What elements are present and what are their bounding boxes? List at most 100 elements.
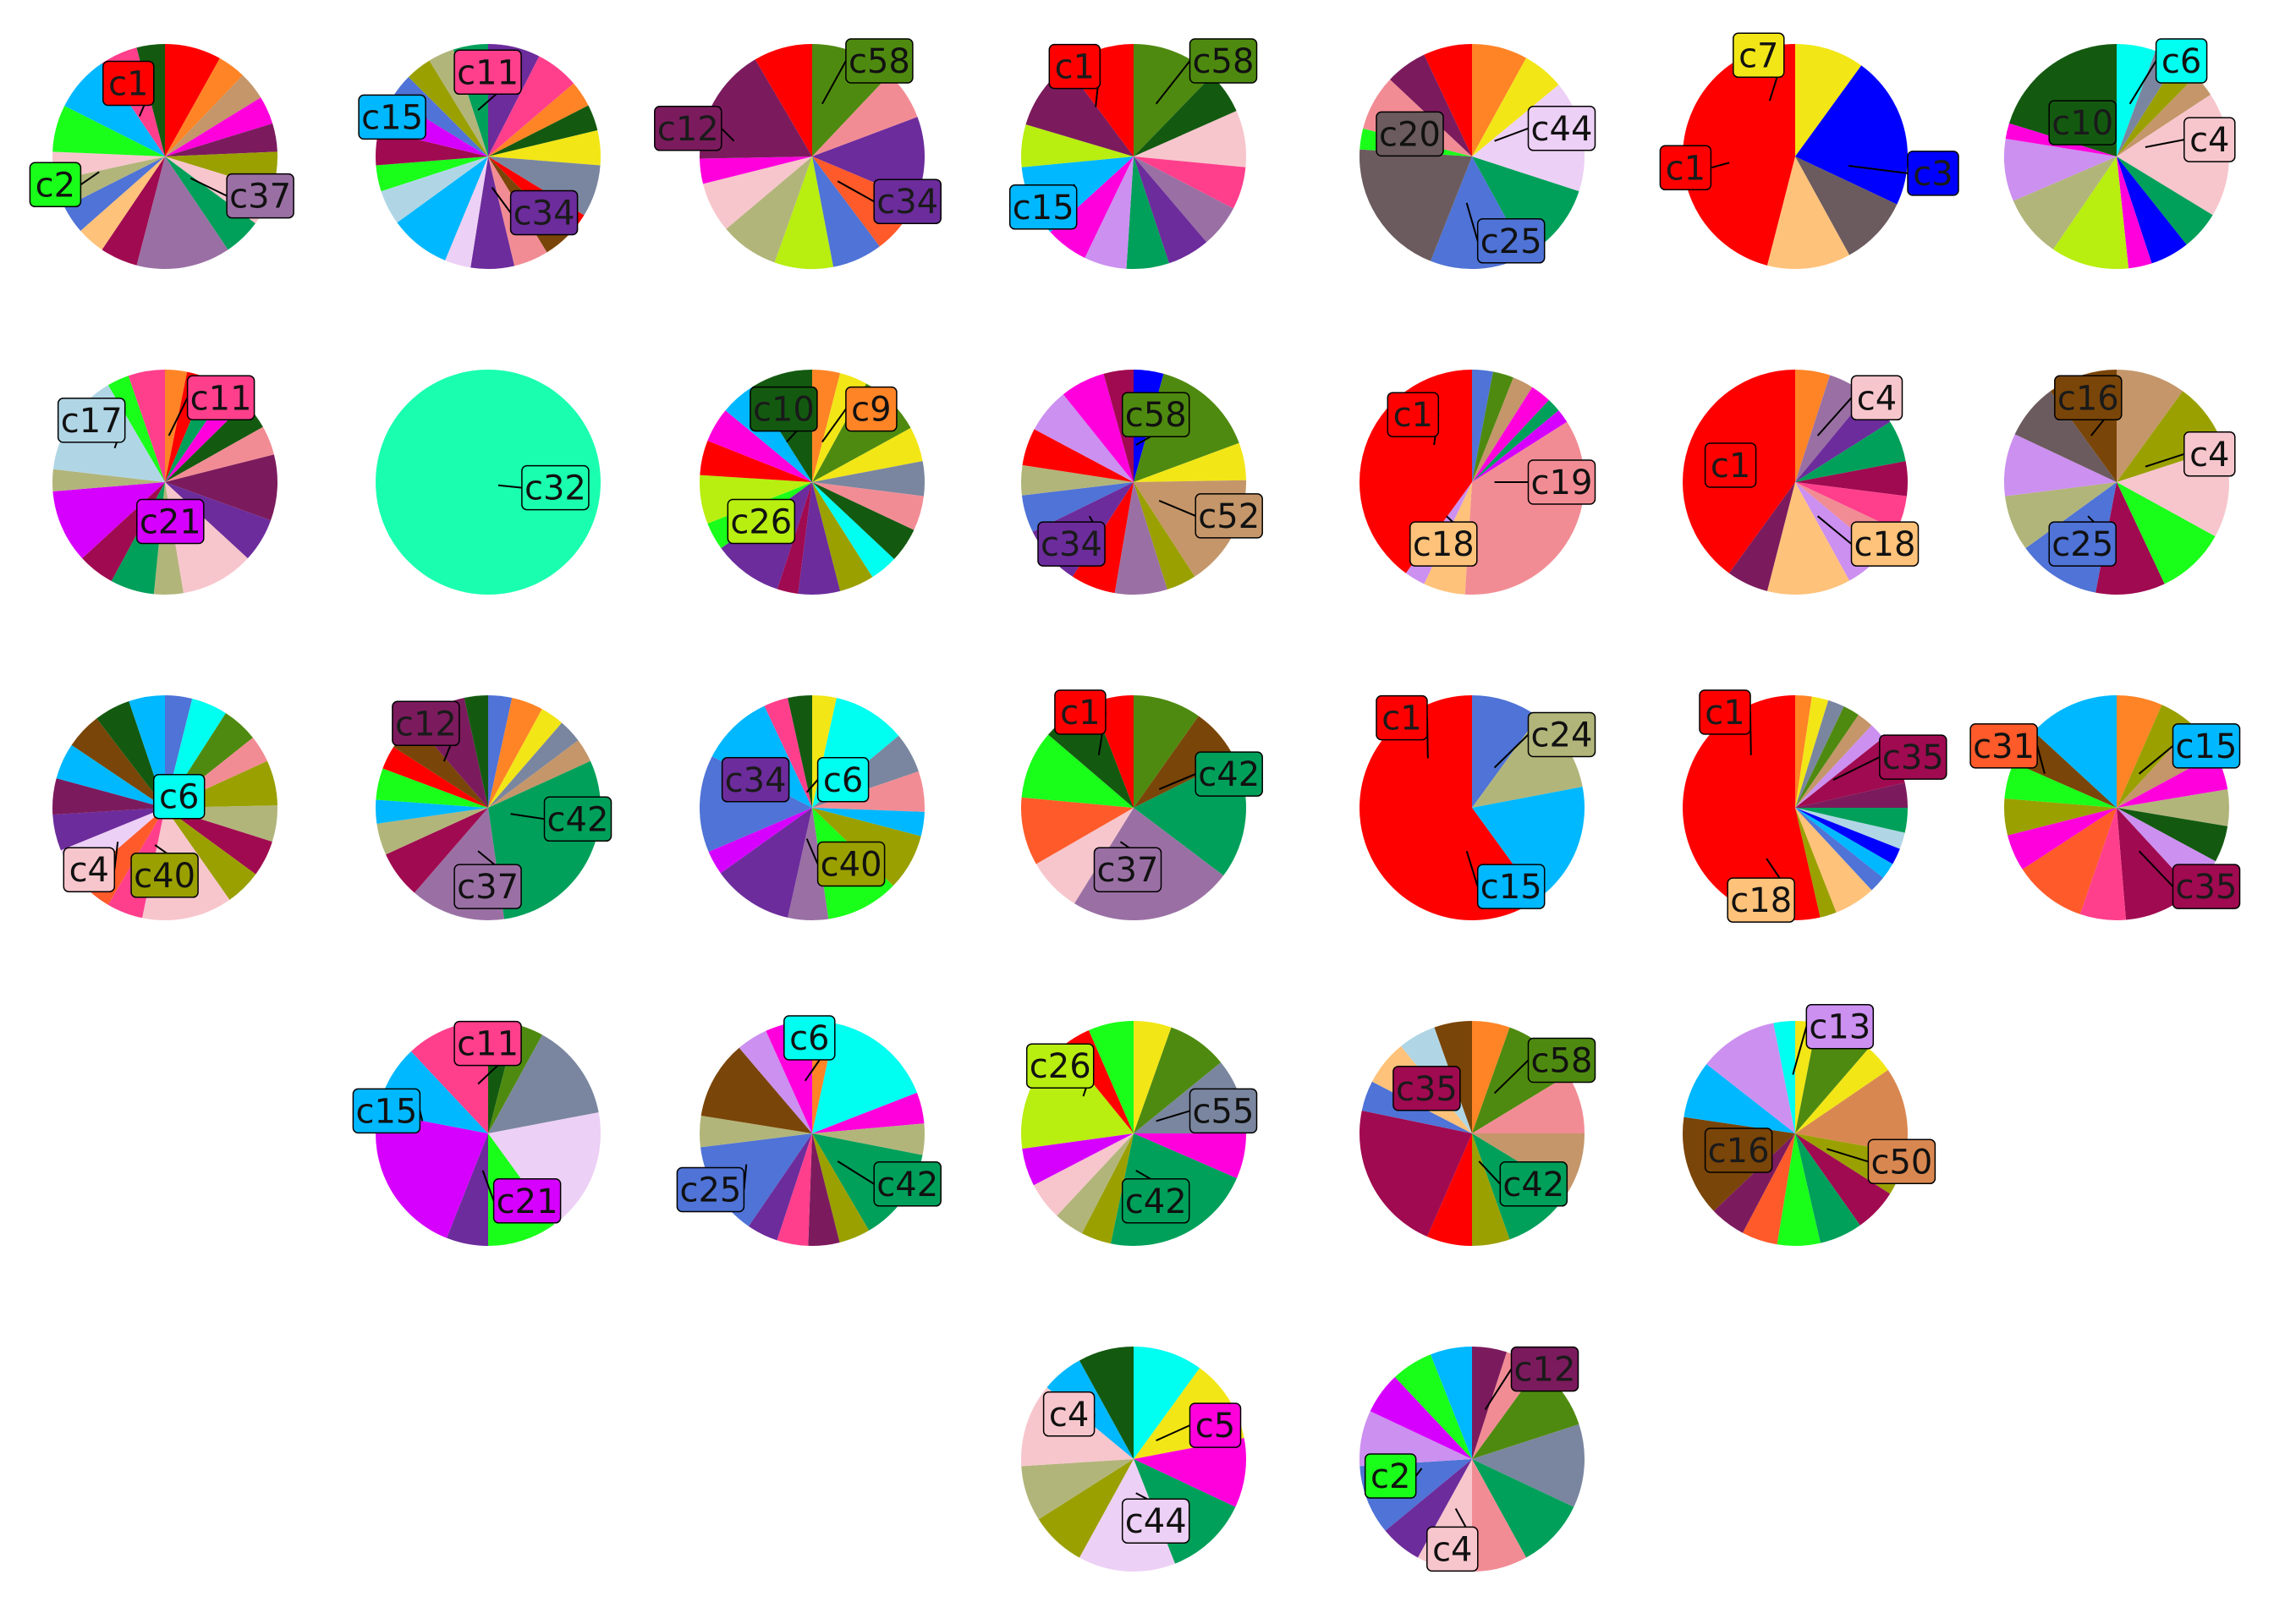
pie-slice-c9 — [488, 83, 589, 156]
label-box — [727, 498, 796, 545]
pie-slice-c1 — [1427, 1133, 1472, 1246]
slice-label-c42: c42 — [547, 800, 609, 839]
pie-slice-c24 — [429, 49, 488, 157]
label-box — [1699, 689, 1751, 735]
label-box — [1054, 689, 1107, 735]
pie-slice-c58 — [1134, 695, 1199, 808]
label-leader-line — [2128, 60, 2157, 105]
slice-label-c34: c34 — [876, 183, 938, 222]
pie-slice-c10 — [1134, 75, 1237, 156]
slice-label-c1: c1 — [1381, 700, 1421, 738]
pie-slice-c34 — [748, 1133, 812, 1241]
pie-slice-c7 — [1134, 1021, 1172, 1133]
label-box — [186, 375, 255, 421]
pie-slice-c34 — [720, 808, 812, 918]
pie-slice-c16 — [71, 718, 165, 808]
pie-slice-c25 — [488, 695, 513, 808]
pie-slice-c37 — [788, 808, 829, 920]
pie-slice-c7 — [1795, 696, 1829, 808]
slice-label-c40: c40 — [821, 846, 882, 885]
label-box — [816, 757, 870, 803]
pie-slice-c21 — [1472, 410, 1568, 482]
slice-label-c6: c6 — [789, 1019, 829, 1058]
label-box — [226, 173, 294, 219]
slice-label-c16: c16 — [2057, 379, 2119, 418]
pie-slice-c15 — [1431, 1347, 1472, 1459]
pie-slice-c31 — [1021, 797, 1134, 864]
pie-slice-c31 — [2022, 808, 2117, 914]
pie-slice-c17 — [1795, 808, 1905, 849]
pie-slice-c40 — [2003, 798, 2117, 836]
slice-label-c11: c11 — [457, 1025, 519, 1064]
pie-slice-c2 — [376, 768, 488, 808]
pie-slice-c10 — [788, 695, 812, 808]
pie-slice-c7 — [488, 709, 563, 808]
pie-slice-c24 — [2005, 482, 2117, 549]
label-box — [453, 1020, 522, 1067]
slice-label-c4: c4 — [1432, 1530, 1472, 1569]
slice-label-c42: c42 — [1502, 1166, 1564, 1204]
label-leader-line — [510, 813, 545, 820]
pie-slice-c5 — [2117, 156, 2152, 269]
label-leader-line — [1792, 1026, 1808, 1075]
pie-slice-c5 — [812, 1092, 925, 1133]
label-leader-line — [190, 177, 228, 197]
pie-slice-c18 — [1795, 808, 1872, 913]
pie-slice-c44 — [445, 156, 488, 268]
label-box — [1907, 151, 1959, 196]
pie-slice-c1 — [755, 44, 812, 156]
label-box — [2172, 723, 2241, 769]
label-box — [1476, 864, 1546, 909]
pie-slice-c42 — [1795, 421, 1906, 482]
pie-25: c35 c58 c42 — [1359, 1021, 1596, 1247]
pie-slice-c1 — [1683, 43, 1795, 266]
slice-label-c21: c21 — [497, 1182, 558, 1221]
label-box — [1476, 218, 1546, 264]
label-leader-line — [805, 838, 819, 864]
pie-slice-c26 — [1020, 124, 1134, 167]
pie-slice-c37 — [136, 156, 228, 270]
slice-label-c15: c15 — [2176, 727, 2238, 766]
label-box — [453, 49, 522, 96]
pie-slice-c11 — [764, 698, 812, 808]
pie-slice-c25 — [1472, 695, 1539, 808]
pie-slice-c42 — [1472, 156, 1579, 255]
slice-label-c6: c6 — [823, 761, 863, 800]
pie-slice-c35 — [1359, 1110, 1472, 1237]
pie-20: c1 c35 c18 — [1683, 689, 1947, 923]
slice-label-c6: c6 — [2161, 42, 2201, 81]
pie-slice-c24 — [1057, 1133, 1134, 1234]
pie-slice-c2 — [1394, 1354, 1472, 1459]
slice-label-c44: c44 — [1531, 110, 1593, 149]
label-box — [1850, 375, 1903, 421]
label-box — [1189, 1088, 1258, 1134]
slice-label-c10: c10 — [753, 391, 815, 430]
pie-slice-c52 — [1795, 715, 1872, 808]
label-leader-line — [1478, 1160, 1502, 1185]
slice-label-c13: c13 — [1809, 1008, 1870, 1047]
pie-19: c1 c24 c15 — [1359, 694, 1596, 920]
pie-slice-c10 — [96, 701, 165, 808]
pie-slice-c19 — [812, 482, 924, 530]
pie-slice-c40 — [1038, 1459, 1134, 1558]
label-leader-line — [80, 171, 100, 186]
pie-slice-c20 — [2014, 391, 2117, 482]
pie-slice-c37 — [1134, 156, 1233, 243]
label-box — [1704, 1127, 1773, 1173]
label-box — [1805, 1003, 1875, 1050]
label-box — [1387, 392, 1440, 437]
slice-label-c26: c26 — [1030, 1047, 1091, 1086]
slice-label-c15: c15 — [355, 1092, 417, 1131]
slice-label-c44: c44 — [1125, 1502, 1187, 1541]
pie-slice-c10 — [1079, 1347, 1134, 1459]
slice-label-c31: c31 — [1973, 727, 2035, 766]
label-leader-line — [1816, 515, 1853, 545]
pie-slice-c13 — [2004, 434, 2117, 497]
label-box — [1659, 145, 1712, 191]
label-box — [2183, 431, 2236, 477]
slice-label-c42: c42 — [1198, 755, 1260, 794]
label-box — [721, 757, 790, 803]
pie-slice-c5 — [700, 156, 812, 184]
pie-slice-c25 — [812, 156, 880, 267]
pie-27: c4 c5 c44 — [1020, 1347, 1246, 1572]
